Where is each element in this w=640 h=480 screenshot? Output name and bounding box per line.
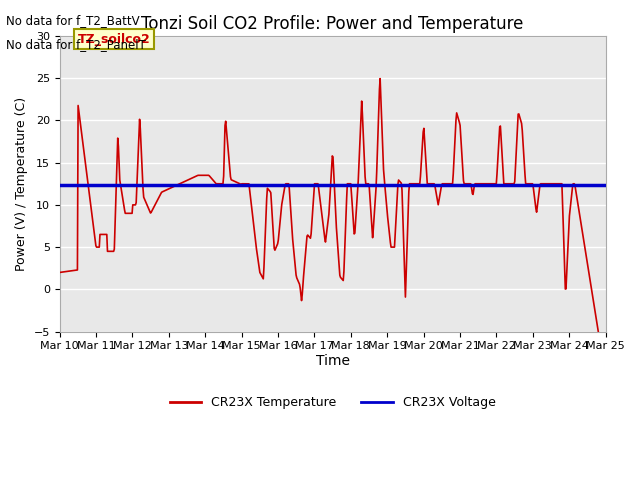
Text: No data for f_T2_PanelT: No data for f_T2_PanelT	[6, 38, 147, 51]
Title: Tonzi Soil CO2 Profile: Power and Temperature: Tonzi Soil CO2 Profile: Power and Temper…	[141, 15, 524, 33]
Text: TZ_soilco2: TZ_soilco2	[78, 33, 150, 46]
Y-axis label: Power (V) / Temperature (C): Power (V) / Temperature (C)	[15, 96, 28, 271]
Legend: CR23X Temperature, CR23X Voltage: CR23X Temperature, CR23X Voltage	[165, 391, 500, 414]
Text: No data for f_T2_BattV: No data for f_T2_BattV	[6, 14, 140, 27]
X-axis label: Time: Time	[316, 354, 349, 368]
